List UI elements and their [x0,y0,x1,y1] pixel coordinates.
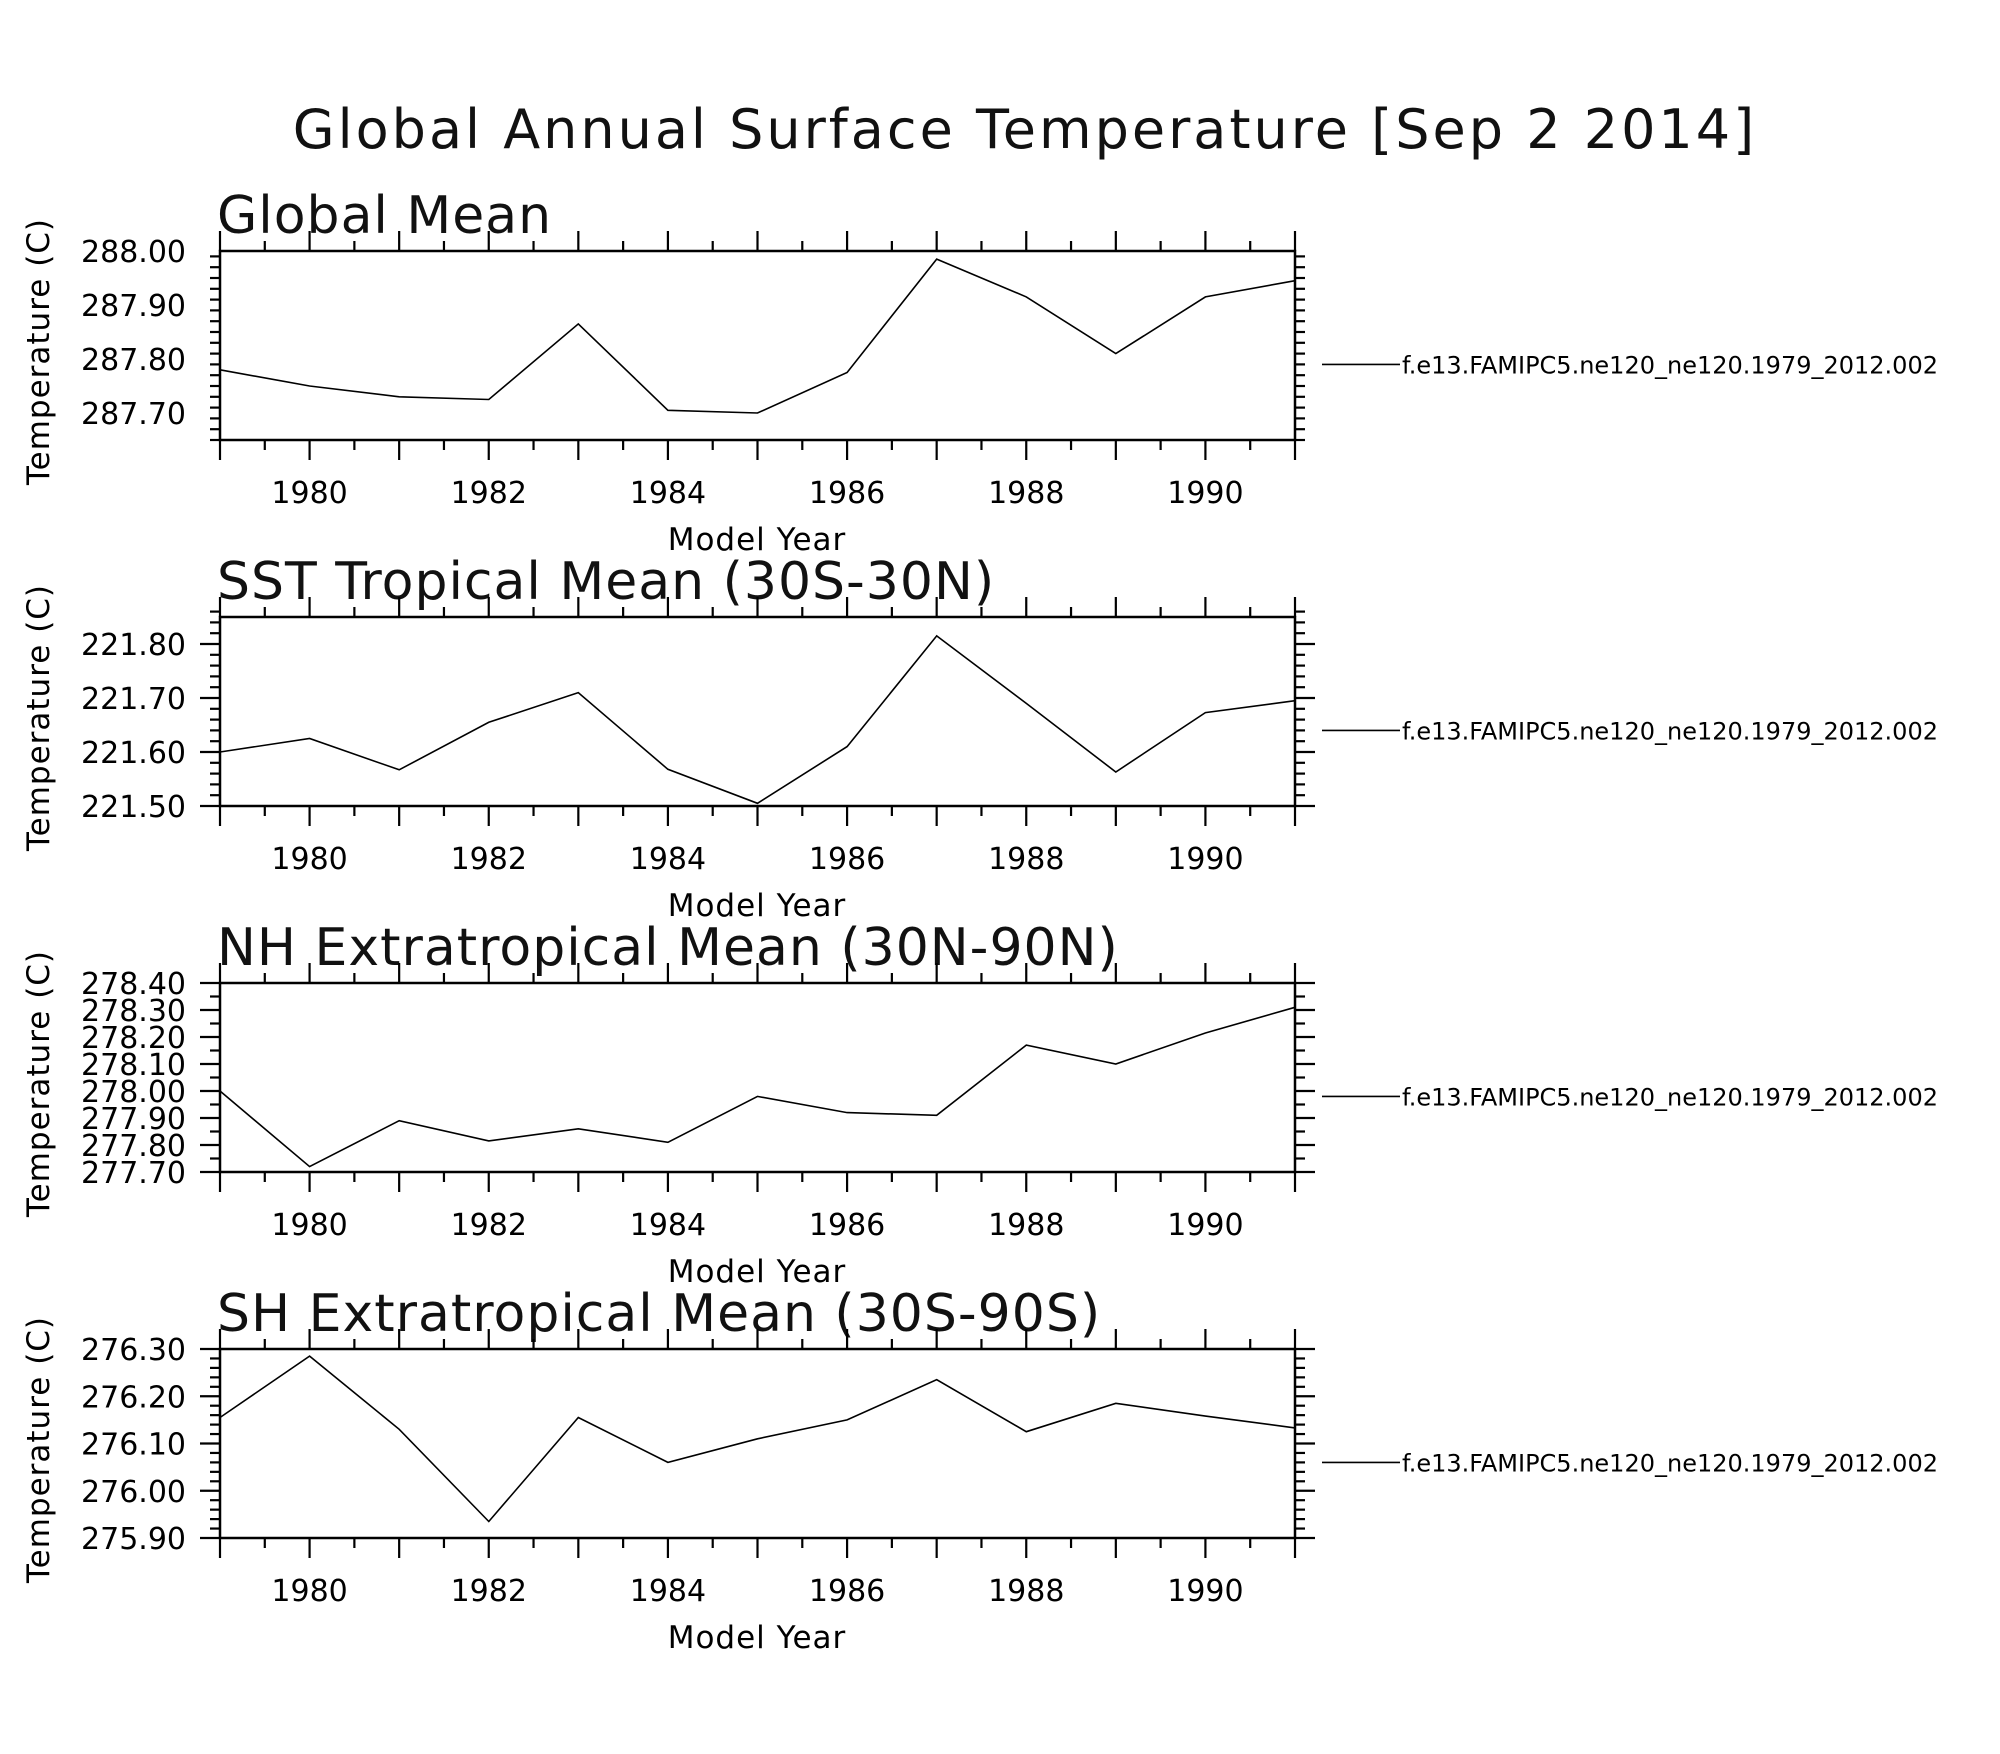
x-axis-label: Model Year [668,1620,847,1656]
y-tick-label: 278.20 [81,1021,186,1056]
y-tick-label: 277.90 [81,1102,186,1137]
y-tick-label: 287.90 [81,289,186,324]
x-tick-label: 1986 [809,842,885,877]
x-tick-label: 1988 [988,1574,1064,1609]
y-tick-label: 278.10 [81,1048,186,1083]
panel-1: Global Mean 1980 1982 1984 1986 1988 1990 287.7… [21,186,1938,558]
x-tick-label: 1986 [809,476,885,511]
panel-4: SH Extratropical Mean (30S-90S) 1980 1982 1… [21,1284,1938,1656]
x-tick-label: 1988 [988,842,1064,877]
y-tick-label: 221.70 [81,682,186,717]
y-tick-label: 275.90 [81,1522,186,1557]
panel-title: SST Tropical Mean (30S-30N) [217,552,995,612]
y-axis-label: Temperature (C) [21,1316,57,1584]
x-tick-label: 1980 [271,1574,347,1609]
legend-label: f.e13.FAMIPC5.ne120_ne120.1979_2012.002 [1402,1449,1938,1477]
series-line [219,634,1296,805]
x-tick-label: 1980 [271,476,347,511]
y-tick-label: 278.30 [81,994,186,1029]
x-tick-label: 1980 [271,842,347,877]
y-axis-label: Temperature (C) [21,584,57,852]
panel-title: Global Mean [217,186,552,246]
panels: Global Mean 1980 1982 1984 1986 1988 1990 287.7… [21,186,1938,1656]
x-tick-label: 1990 [1167,476,1243,511]
series-line [219,1355,1296,1523]
plot-frame [218,615,1297,808]
x-axis-label: Model Year [668,1254,847,1290]
x-tick-label: 1984 [630,1208,706,1243]
y-tick-label: 277.80 [81,1129,186,1164]
x-tick-label: 1986 [809,1208,885,1243]
x-tick-label: 1984 [630,842,706,877]
x-tick-label: 1990 [1167,1208,1243,1243]
x-tick-label: 1986 [809,1574,885,1609]
y-tick-label: 288.00 [81,235,186,270]
x-tick-label: 1982 [451,1574,527,1609]
y-tick-label: 287.70 [81,397,186,432]
y-tick-label: 277.70 [81,1156,186,1191]
panel-3: NH Extratropical Mean (30N-90N)1980 1982 1… [21,918,1938,1290]
legend-label: f.e13.FAMIPC5.ne120_ne120.1979_2012.002 [1402,351,1938,379]
plot-frame [218,1347,1297,1540]
y-axis-label: Temperature (C) [21,218,57,486]
x-tick-label: 1990 [1167,1574,1243,1609]
panel-2: SST Tropical Mean (30S-30N) 1980 1982 1984 1… [21,552,1938,924]
x-tick-label: 1984 [630,476,706,511]
x-axis-label: Model Year [668,888,847,924]
figure-title: Global Annual Surface Temperature [Sep 2… [293,98,1757,161]
x-axis-label: Model Year [668,522,847,558]
series-line [219,258,1296,414]
x-tick-label: 1988 [988,1208,1064,1243]
y-tick-label: 221.50 [81,790,186,825]
y-tick-label: 221.60 [81,736,186,771]
y-tick-label: 276.30 [81,1333,186,1368]
y-tick-label: 221.80 [81,628,186,663]
x-tick-label: 1982 [451,1208,527,1243]
y-axis-label: Temperature (C) [21,950,57,1218]
x-tick-label: 1982 [451,476,527,511]
legend-label: f.e13.FAMIPC5.ne120_ne120.1979_2012.002 [1402,717,1938,745]
y-tick-label: 276.10 [81,1428,186,1463]
y-tick-label: 276.20 [81,1380,186,1415]
series-line [219,1006,1296,1168]
plot-frame [218,249,1297,442]
y-tick-label: 287.80 [81,343,186,378]
x-tick-label: 1990 [1167,842,1243,877]
y-tick-label: 278.00 [81,1075,186,1110]
plot-frame [218,981,1297,1174]
y-tick-label: 276.00 [81,1475,186,1510]
x-tick-label: 1980 [271,1208,347,1243]
x-tick-label: 1984 [630,1574,706,1609]
x-tick-label: 1988 [988,476,1064,511]
panel-title: SH Extratropical Mean (30S-90S) [217,1284,1101,1344]
x-tick-label: 1982 [451,842,527,877]
legend-label: f.e13.FAMIPC5.ne120_ne120.1979_2012.002 [1402,1083,1938,1111]
y-tick-label: 278.40 [81,967,186,1002]
